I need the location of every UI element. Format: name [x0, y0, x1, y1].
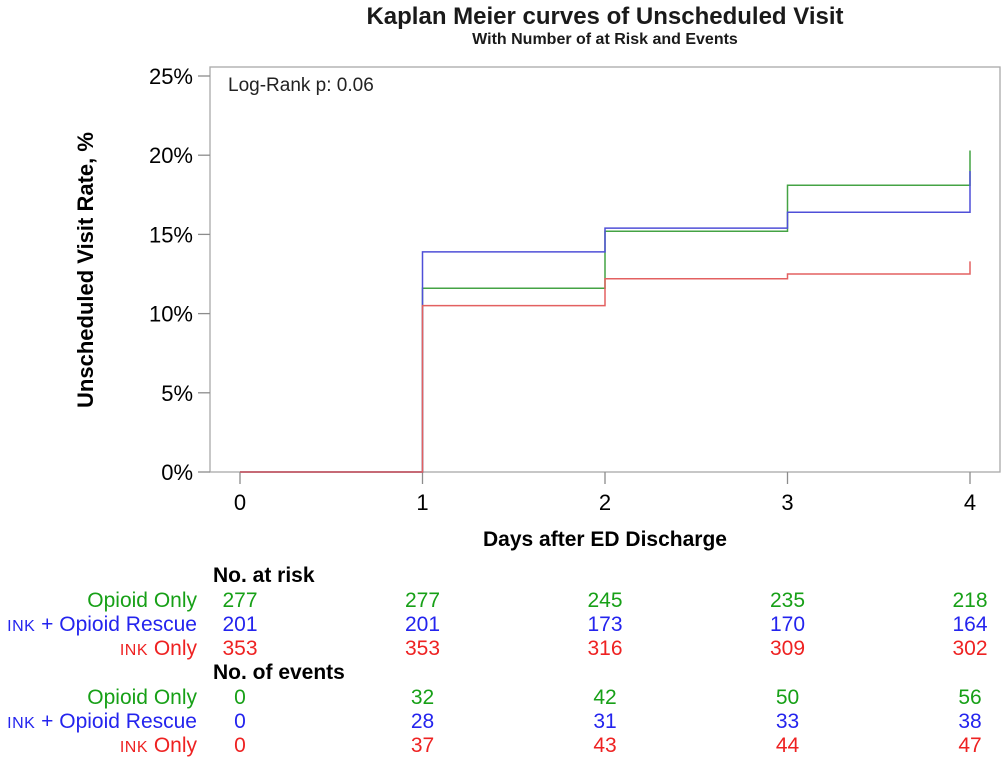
events-value-ink-only-day0: 0 — [234, 734, 246, 757]
risk-value-opioid-only-day0: 277 — [222, 589, 258, 612]
events-value-opioid-only-day1: 32 — [410, 686, 435, 709]
log-rank-p-annotation: Log-Rank p: 0.06 — [228, 75, 374, 96]
y-tick-label: 5% — [161, 381, 193, 406]
small-caps-text: INK — [119, 739, 148, 756]
chart-subtitle: With Number of at Risk and Events — [472, 31, 738, 48]
x-tick-label: 3 — [781, 490, 793, 515]
risk-value-ink-opioid-rescue-day0: 201 — [222, 613, 258, 636]
risk-label-opioid-only: Opioid Only — [87, 589, 197, 612]
risk-value-opioid-only-day4: 218 — [952, 589, 988, 612]
risk-value-ink-only-day2: 316 — [587, 637, 623, 660]
risk-value-ink-only-day0: 353 — [222, 637, 258, 660]
events-value-opioid-only-day3: 50 — [775, 686, 800, 709]
events-value-opioid-only-day0: 0 — [234, 686, 246, 709]
risk-label-ink-only: INK Only — [119, 637, 197, 660]
events-value-opioid-only-day4: 56 — [958, 686, 982, 709]
y-tick-label: 25% — [149, 64, 193, 89]
x-tick-label: 1 — [416, 490, 428, 515]
risk-value-ink-only-day1: 353 — [404, 637, 441, 660]
risk-value-ink-only-day3: 309 — [769, 637, 806, 660]
risk-header: No. at risk — [213, 564, 315, 587]
km-curve-ink-only — [240, 261, 971, 473]
events-label-ink-opioid-rescue: INK + Opioid Rescue — [7, 710, 197, 733]
risk-value-ink-opioid-rescue-day2: 173 — [587, 613, 623, 636]
events-value-ink-only-day3: 44 — [775, 734, 800, 757]
events-value-ink-only-day1: 37 — [410, 734, 435, 757]
x-axis-label: Days after ED Discharge — [483, 528, 727, 551]
small-caps-text: INK — [7, 618, 36, 635]
risk-value-opioid-only-day1: 277 — [404, 589, 441, 612]
x-tick-label: 2 — [599, 490, 611, 515]
risk-value-ink-only-day4: 302 — [952, 637, 988, 660]
events-value-ink-only-day4: 47 — [958, 734, 982, 757]
y-tick-label: 20% — [149, 143, 193, 168]
events-value-ink-only-day2: 43 — [593, 734, 617, 757]
y-tick-label: 15% — [149, 222, 193, 247]
events-value-ink-opioid-rescue-day2: 31 — [593, 710, 617, 733]
risk-value-ink-opioid-rescue-day1: 201 — [404, 613, 441, 636]
risk-value-ink-opioid-rescue-day4: 164 — [952, 613, 988, 636]
events-label-ink-only: INK Only — [119, 734, 197, 757]
risk-value-opioid-only-day2: 245 — [587, 589, 623, 612]
events-value-ink-opioid-rescue-day3: 33 — [775, 710, 800, 733]
km-plot: 0% 5% 10% 15% 20% 25% 0 1 2 3 4 — [149, 64, 1001, 515]
small-caps-text: INK — [7, 715, 36, 732]
x-tick-label: 0 — [234, 490, 246, 515]
events-value-ink-opioid-rescue-day4: 38 — [958, 710, 982, 733]
events-value-ink-opioid-rescue-day0: 0 — [234, 710, 246, 733]
risk-label-ink-opioid-rescue: INK + Opioid Rescue — [7, 613, 197, 636]
events-label-opioid-only: Opioid Only — [87, 686, 197, 709]
events-value-opioid-only-day2: 42 — [593, 686, 617, 709]
x-tick-label: 4 — [964, 490, 976, 515]
risk-value-ink-opioid-rescue-day3: 170 — [769, 613, 806, 636]
y-tick-label: 0% — [161, 460, 193, 485]
small-caps-text: INK — [119, 642, 148, 659]
chart-title: Kaplan Meier curves of Unscheduled Visit — [366, 3, 844, 30]
events-value-ink-opioid-rescue-day1: 28 — [410, 710, 435, 733]
events-header: No. of events — [213, 661, 345, 684]
y-tick-label: 10% — [149, 302, 193, 327]
risk-value-opioid-only-day3: 235 — [769, 589, 806, 612]
